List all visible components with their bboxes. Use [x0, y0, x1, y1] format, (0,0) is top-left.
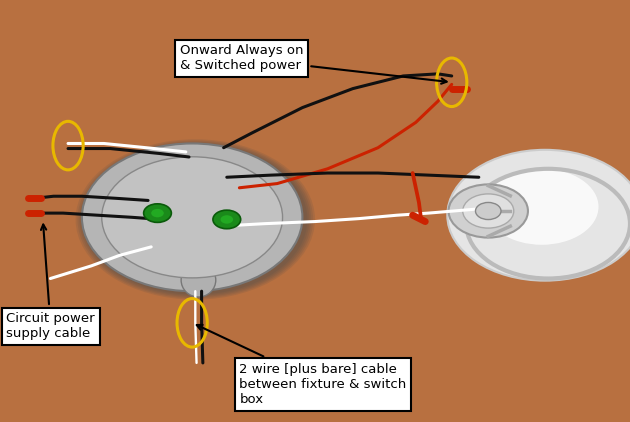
Circle shape [82, 143, 302, 291]
Circle shape [77, 141, 313, 298]
Circle shape [85, 146, 295, 287]
Circle shape [449, 184, 528, 238]
Circle shape [485, 169, 598, 245]
Text: 2 wire [plus bare] cable
between fixture & switch
box: 2 wire [plus bare] cable between fixture… [197, 325, 406, 406]
Text: Onward Always on
& Switched power: Onward Always on & Switched power [180, 44, 447, 84]
Circle shape [82, 143, 302, 291]
Circle shape [88, 149, 289, 283]
Circle shape [447, 150, 630, 281]
Text: Circuit power
supply cable: Circuit power supply cable [6, 225, 95, 340]
Circle shape [83, 144, 307, 295]
Circle shape [144, 204, 171, 222]
Circle shape [94, 154, 275, 274]
Circle shape [151, 209, 164, 217]
Circle shape [91, 151, 282, 279]
Circle shape [476, 203, 501, 219]
Circle shape [462, 194, 514, 228]
Ellipse shape [181, 263, 215, 297]
Circle shape [76, 139, 315, 300]
Circle shape [213, 210, 241, 229]
Circle shape [79, 142, 311, 297]
Circle shape [220, 215, 233, 224]
Circle shape [102, 157, 282, 278]
Circle shape [81, 143, 309, 296]
